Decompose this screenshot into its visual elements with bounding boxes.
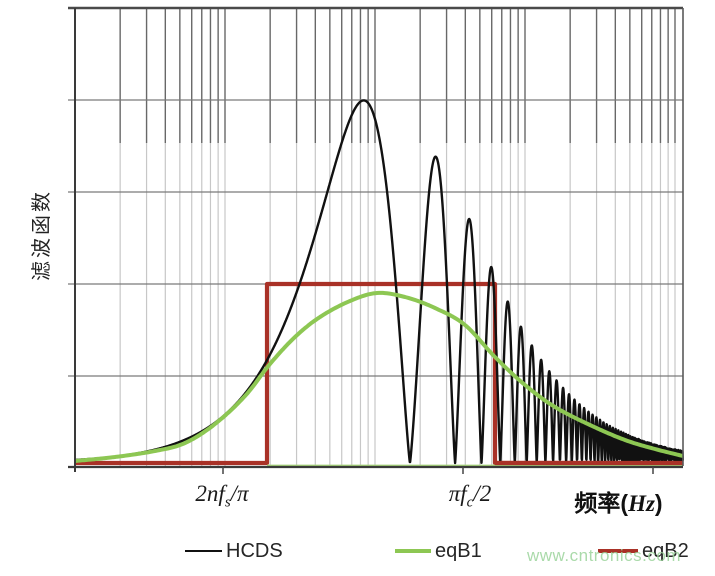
x-tick-2-post: /2: [473, 481, 492, 506]
legend-item-hcds: HCDS: [185, 540, 283, 562]
x-tick-2-pre: πf: [448, 481, 467, 506]
legend-label-hcds: HCDS: [226, 539, 283, 562]
legend-swatch-eqb2: [598, 549, 638, 553]
x-axis-label: 频率(Hz): [546, 484, 691, 518]
x-tick-1-pre: 2nf: [195, 481, 225, 506]
x-label-unit: Hz: [628, 491, 655, 516]
x-label-pre: 频率(: [574, 490, 629, 516]
legend-swatch-hcds: [185, 549, 222, 553]
legend-swatch-eqb1: [395, 549, 431, 553]
legend-item-eqb2: eqB2: [598, 540, 689, 562]
legend-item-eqb1: eqB1: [395, 540, 482, 562]
legend-label-eqb2: eqB2: [642, 539, 689, 562]
x-tick-2-sub: c: [466, 494, 474, 511]
x-tick-label-2nfs-pi: 2nfs/π: [160, 481, 284, 512]
legend-label-eqb1: eqB1: [435, 539, 482, 562]
watermark: www.cntronics.com: [527, 546, 681, 565]
x-tick-label-pifc-2: πfc/2: [408, 481, 532, 512]
x-label-post: ): [654, 490, 663, 516]
x-tick-1-sub: s: [224, 494, 231, 511]
x-tick-1-post: /π: [230, 481, 249, 506]
y-axis-label: 滤波函数: [31, 189, 53, 281]
